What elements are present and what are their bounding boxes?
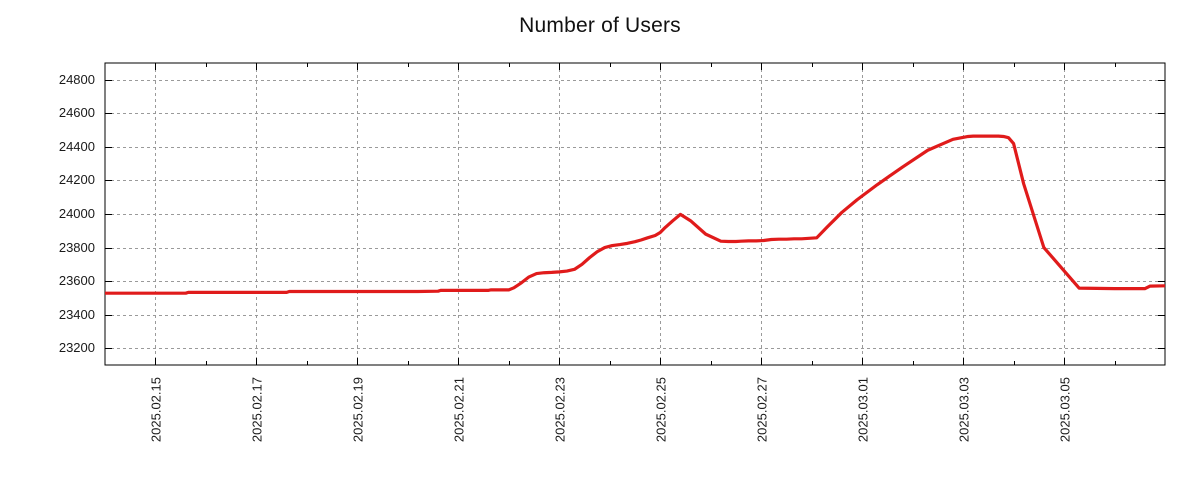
- x-tick-label: 2025.03.01: [856, 377, 871, 442]
- y-tick-label: 24600: [59, 105, 95, 120]
- grid-lines: [105, 63, 1165, 365]
- x-tick-label: 2025.02.15: [149, 377, 164, 442]
- data-series-line: [105, 134, 1166, 295]
- x-tick-label: 2025.02.17: [250, 377, 265, 442]
- y-tick-label: 23200: [59, 340, 95, 355]
- plot-frame: [104, 62, 1166, 366]
- y-tick-label: 24200: [59, 172, 95, 187]
- y-tick-label: 23800: [59, 240, 95, 255]
- x-tick-label: 2025.02.19: [351, 377, 366, 442]
- x-tick-label: 2025.03.03: [957, 377, 972, 442]
- axis-tick-marks: [105, 63, 1165, 365]
- x-tick-label: 2025.03.05: [1058, 377, 1073, 442]
- x-tick-label: 2025.02.25: [654, 377, 669, 442]
- x-tick-label: 2025.02.23: [553, 377, 568, 442]
- x-axis-tick-labels: 2025.02.15 2025.02.17 2025.02.19 2025.02.21…: [149, 377, 1073, 442]
- y-tick-label: 23400: [59, 307, 95, 322]
- y-axis-tick-labels: 23200 23400 23600 23800 24000 24200 24400 24600…: [59, 72, 95, 355]
- data-series-layer: [105, 134, 1166, 295]
- y-tick-label: 24800: [59, 72, 95, 87]
- x-tick-label: 2025.02.27: [755, 377, 770, 442]
- chart-title: Number of Users: [519, 14, 681, 37]
- y-tick-label: 24400: [59, 139, 95, 154]
- x-tick-label: 2025.02.21: [452, 377, 467, 442]
- y-tick-label: 23600: [59, 273, 95, 288]
- y-tick-label: 24000: [59, 206, 95, 221]
